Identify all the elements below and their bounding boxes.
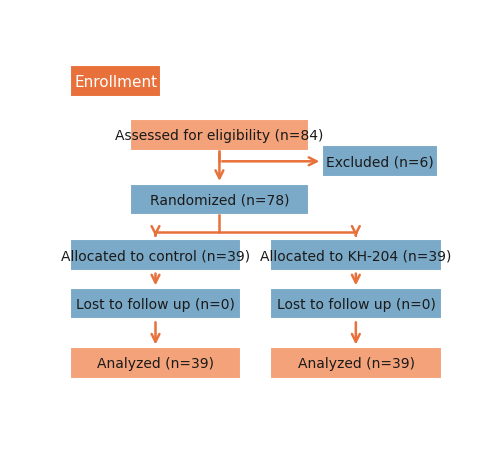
Text: Enrollment: Enrollment bbox=[74, 74, 158, 89]
Text: Randomized (n=78): Randomized (n=78) bbox=[150, 193, 289, 207]
Text: Allocated to control (n=39): Allocated to control (n=39) bbox=[61, 249, 250, 262]
FancyBboxPatch shape bbox=[322, 146, 438, 177]
Text: Lost to follow up (n=0): Lost to follow up (n=0) bbox=[276, 297, 436, 311]
Text: Allocated to KH-204 (n=39): Allocated to KH-204 (n=39) bbox=[260, 249, 452, 262]
FancyBboxPatch shape bbox=[270, 289, 442, 320]
FancyBboxPatch shape bbox=[70, 240, 241, 271]
Text: Lost to follow up (n=0): Lost to follow up (n=0) bbox=[76, 297, 235, 311]
FancyBboxPatch shape bbox=[270, 348, 442, 379]
Text: Excluded (n=6): Excluded (n=6) bbox=[326, 155, 434, 169]
FancyBboxPatch shape bbox=[70, 66, 162, 97]
FancyBboxPatch shape bbox=[70, 289, 241, 320]
Text: Assessed for eligibility (n=84): Assessed for eligibility (n=84) bbox=[115, 129, 324, 143]
Text: Analyzed (n=39): Analyzed (n=39) bbox=[97, 356, 214, 370]
FancyBboxPatch shape bbox=[70, 348, 241, 379]
FancyBboxPatch shape bbox=[270, 240, 442, 271]
Text: Analyzed (n=39): Analyzed (n=39) bbox=[298, 356, 414, 370]
FancyBboxPatch shape bbox=[130, 184, 308, 216]
FancyBboxPatch shape bbox=[130, 120, 308, 152]
